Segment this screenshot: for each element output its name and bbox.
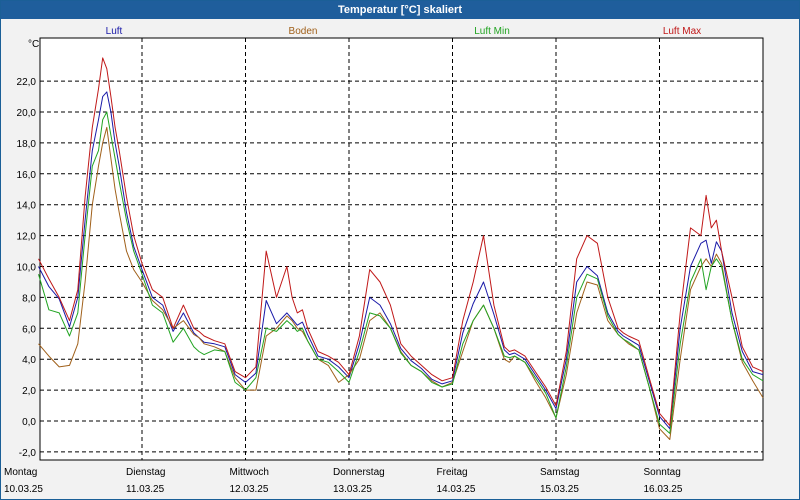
x-tick-day-label: Sonntag (644, 467, 681, 478)
x-tick-date-label: 14.03.25 (437, 484, 476, 495)
y-tick-label: 20,0 (17, 108, 37, 119)
x-tick-day-label: Samstag (540, 467, 579, 478)
y-tick-label: 6,0 (22, 324, 36, 335)
y-tick-label: 2,0 (22, 386, 36, 397)
series-line-luft (38, 91, 764, 430)
y-tick-label: 14,0 (17, 201, 37, 212)
legend-item-luft-min: Luft Min (474, 26, 510, 37)
y-tick-label: 4,0 (22, 355, 36, 366)
x-tick-day-label: Dienstag (126, 467, 165, 478)
legend-item-luft-max: Luft Max (663, 26, 701, 37)
series-line-luft-max (38, 57, 764, 427)
y-axis-unit-label: °C (28, 39, 39, 50)
x-tick-day-label: Montag (4, 467, 37, 478)
x-tick-day-label: Donnerstag (333, 467, 385, 478)
y-tick-label: 16,0 (17, 170, 37, 181)
legend-item-luft: Luft (106, 26, 123, 37)
y-tick-label: 18,0 (17, 139, 37, 150)
x-tick-date-label: 15.03.25 (540, 484, 579, 495)
x-tick-day-label: Freitag (437, 467, 468, 478)
series-line-luft-min (38, 111, 764, 434)
y-tick-label: -2,0 (19, 448, 37, 459)
y-tick-label: 8,0 (22, 293, 36, 304)
y-tick-label: 22,0 (17, 77, 37, 88)
x-tick-day-label: Mittwoch (230, 467, 269, 478)
legend-item-boden: Boden (289, 26, 318, 37)
y-tick-label: 12,0 (17, 232, 37, 243)
y-tick-label: 10,0 (17, 263, 37, 274)
x-tick-date-label: 10.03.25 (4, 484, 43, 495)
x-tick-date-label: 12.03.25 (230, 484, 269, 495)
x-tick-date-label: 13.03.25 (333, 484, 372, 495)
x-tick-date-label: 16.03.25 (644, 484, 683, 495)
y-tick-label: 0,0 (22, 417, 36, 428)
x-tick-date-label: 11.03.25 (126, 484, 165, 495)
window-title: Temperatur [°C] skaliert (1, 1, 799, 19)
